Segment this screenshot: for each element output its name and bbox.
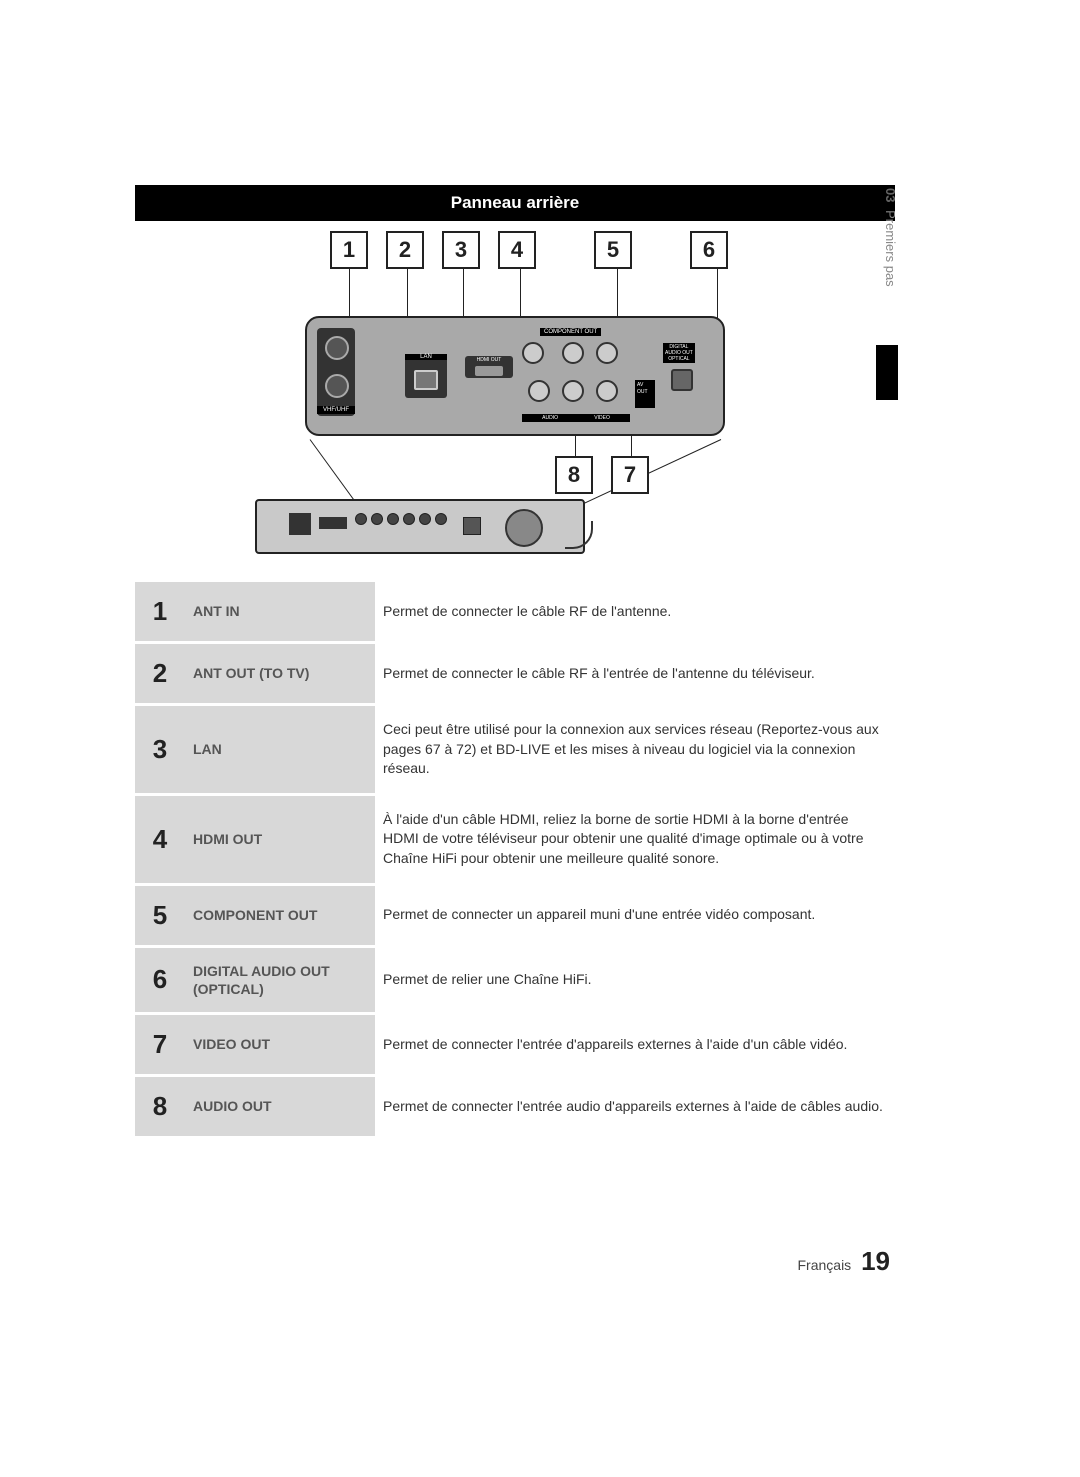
row-label: AUDIO OUT <box>185 1075 375 1136</box>
av-out-labels: AUDIO VIDEO <box>522 414 630 422</box>
row-desc: Permet de connecter l'entrée d'appareils… <box>375 1013 895 1074</box>
callout-6: 6 <box>690 231 728 269</box>
row-number: 1 <box>135 582 185 641</box>
table-row: 6 DIGITAL AUDIO OUT (OPTICAL) Permet de … <box>135 945 895 1012</box>
av-out-tag: AV OUT <box>635 380 655 408</box>
mini-fan-icon <box>505 509 543 547</box>
rear-panel-diagram: 1 2 3 4 5 6 VHF/UHF COMPONENT OUT <box>135 231 895 571</box>
mini-lan-icon <box>289 513 311 535</box>
mini-cord-icon <box>565 521 593 549</box>
page-footer: Français 19 <box>798 1246 891 1277</box>
row-number: 2 <box>135 642 185 703</box>
footer-page-number: 19 <box>861 1246 890 1276</box>
callout-3: 3 <box>442 231 480 269</box>
callout-2: 2 <box>386 231 424 269</box>
row-desc: Permet de connecter un appareil muni d'u… <box>375 884 895 945</box>
digital-audio-icon: DIGITAL AUDIO OUT OPTICAL <box>657 343 709 401</box>
table-row: 3 LAN Ceci peut être utilisé pour la con… <box>135 703 895 793</box>
hdmi-port-icon <box>465 356 513 378</box>
device-rear-panel-zoom: VHF/UHF COMPONENT OUT AUDIO VIDEO AV OUT… <box>305 316 725 436</box>
footer-lang: Français <box>798 1257 852 1273</box>
mini-hdmi-icon <box>319 517 347 529</box>
row-number: 6 <box>135 946 185 1012</box>
manual-page: Panneau arrière 1 2 3 4 5 6 VHF/UHF COMP… <box>135 185 895 1136</box>
mini-optical-icon <box>463 517 481 535</box>
row-desc: À l'aide d'un câble HDMI, reliez la born… <box>375 794 895 883</box>
row-label: ANT IN <box>185 582 375 641</box>
row-desc: Ceci peut être utilisé pour la connexion… <box>375 704 895 793</box>
ant-label: VHF/UHF <box>317 406 355 414</box>
chapter-number: 03 <box>883 188 898 202</box>
callout-5: 5 <box>594 231 632 269</box>
table-row: 1 ANT IN Permet de connecter le câble RF… <box>135 581 895 641</box>
row-number: 3 <box>135 704 185 793</box>
page-side-tab: 03 Premiers pas <box>878 188 898 287</box>
row-label: LAN <box>185 704 375 793</box>
table-row: 8 AUDIO OUT Permet de connecter l'entrée… <box>135 1074 895 1136</box>
lan-port-icon <box>405 356 447 398</box>
row-label: HDMI OUT <box>185 794 375 883</box>
row-number: 5 <box>135 884 185 945</box>
row-label: DIGITAL AUDIO OUT (OPTICAL) <box>185 946 375 1012</box>
row-desc: Permet de connecter le câble RF à l'entr… <box>375 642 895 703</box>
av-out-icon: AUDIO VIDEO <box>522 378 630 422</box>
callout-row-top: 1 2 3 4 5 6 <box>330 231 728 269</box>
component-out-icon: COMPONENT OUT <box>522 328 630 378</box>
ant-block-icon: VHF/UHF <box>317 328 355 416</box>
chapter-title: Premiers pas <box>883 210 898 287</box>
section-header: Panneau arrière <box>135 185 895 221</box>
connector-table: 1 ANT IN Permet de connecter le câble RF… <box>135 581 895 1136</box>
component-label: COMPONENT OUT <box>540 328 601 336</box>
device-rear-panel-full <box>255 499 585 554</box>
video-label: VIDEO <box>594 415 610 421</box>
row-desc: Permet de connecter l'entrée audio d'app… <box>375 1075 895 1136</box>
callout-4: 4 <box>498 231 536 269</box>
row-desc: Permet de connecter le câble RF de l'ant… <box>375 582 895 641</box>
table-row: 4 HDMI OUT À l'aide d'un câble HDMI, rel… <box>135 793 895 883</box>
row-desc: Permet de relier une Chaîne HiFi. <box>375 946 895 1012</box>
table-row: 5 COMPONENT OUT Permet de connecter un a… <box>135 883 895 945</box>
audio-label: AUDIO <box>542 415 558 421</box>
row-number: 8 <box>135 1075 185 1136</box>
row-label: ANT OUT (TO TV) <box>185 642 375 703</box>
row-number: 4 <box>135 794 185 883</box>
row-number: 7 <box>135 1013 185 1074</box>
table-row: 2 ANT OUT (TO TV) Permet de connecter le… <box>135 641 895 703</box>
callout-7: 7 <box>611 456 649 494</box>
digital-label: DIGITAL AUDIO OUT OPTICAL <box>663 343 695 363</box>
table-row: 7 VIDEO OUT Permet de connecter l'entrée… <box>135 1012 895 1074</box>
callout-8: 8 <box>555 456 593 494</box>
callout-row-bottom: 8 7 <box>555 456 649 494</box>
row-label: COMPONENT OUT <box>185 884 375 945</box>
mini-jacks-icon <box>355 513 455 525</box>
callout-1: 1 <box>330 231 368 269</box>
row-label: VIDEO OUT <box>185 1013 375 1074</box>
thumb-tab-icon <box>876 345 898 400</box>
